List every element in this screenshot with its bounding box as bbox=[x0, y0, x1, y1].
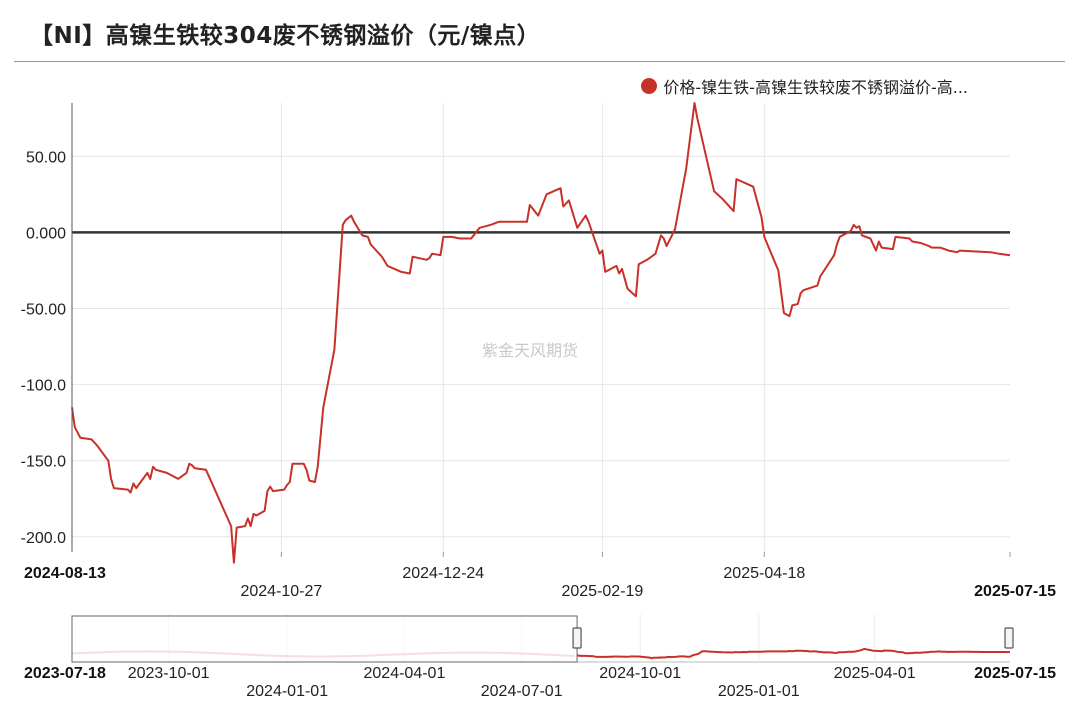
range-navigator[interactable]: 2023-10-01 2024-01-01 2024-04-01 2024-07-01… bbox=[24, 614, 1056, 700]
x-tick-label: 2024-10-27 bbox=[240, 583, 322, 600]
title-divider bbox=[14, 61, 1065, 62]
navigator-left-handle[interactable] bbox=[572, 627, 582, 649]
y-tick-label: -150.0 bbox=[21, 454, 66, 471]
navigator-series-line bbox=[576, 647, 1011, 660]
watermark: 紫金天风期货 bbox=[482, 341, 579, 360]
legend[interactable]: 价格-镍生铁-高镍生铁较废不锈钢溢价-高... bbox=[641, 74, 968, 98]
y-tick-label: -100.0 bbox=[21, 378, 66, 395]
y-tick-label: -200.0 bbox=[21, 530, 66, 547]
series-line bbox=[71, 102, 1011, 564]
navigator-window[interactable] bbox=[71, 615, 578, 663]
navigator-tick-label: 2024-07-01 bbox=[481, 683, 563, 700]
y-tick-label: 50.00 bbox=[26, 149, 66, 166]
navigator-right-handle[interactable] bbox=[1004, 627, 1014, 649]
navigator-tick-label: 2024-01-01 bbox=[246, 683, 328, 700]
x-tick-label: 2025-04-18 bbox=[723, 565, 805, 582]
x-tick-label: 2025-07-15 bbox=[974, 583, 1056, 600]
navigator-end-label: 2025-07-15 bbox=[974, 665, 1056, 682]
navigator-tick-label: 2024-04-01 bbox=[364, 665, 446, 682]
x-tick-label: 2024-12-24 bbox=[402, 565, 484, 582]
navigator-tick-label: 2025-04-01 bbox=[834, 665, 916, 682]
legend-circle-icon bbox=[641, 78, 658, 94]
y-tick-label: 0.000 bbox=[26, 225, 66, 242]
chart-title: 【NI】高镍生铁较304废不锈钢溢价（元/镍点） bbox=[30, 23, 541, 49]
gridlines bbox=[72, 103, 1010, 552]
navigator-tick-label: 2025-01-01 bbox=[718, 683, 800, 700]
navigator-start-label: 2023-07-18 bbox=[24, 665, 106, 682]
y-axis: 50.00 0.000 -50.00 -100.0 -150.0 -200.0 bbox=[21, 103, 73, 552]
x-tick-label: 2024-08-13 bbox=[24, 565, 106, 582]
legend-label: 价格-镍生铁-高镍生铁较废不锈钢溢价-高... bbox=[663, 78, 968, 97]
y-tick-label: -50.00 bbox=[21, 301, 66, 318]
navigator-tick-label: 2023-10-01 bbox=[128, 665, 210, 682]
x-axis: 2024-08-13 2024-10-27 2024-12-24 2025-02-19… bbox=[24, 552, 1056, 600]
navigator-tick-label: 2024-10-01 bbox=[599, 665, 681, 682]
series-layer bbox=[71, 102, 1011, 564]
x-tick-label: 2025-02-19 bbox=[561, 583, 643, 600]
